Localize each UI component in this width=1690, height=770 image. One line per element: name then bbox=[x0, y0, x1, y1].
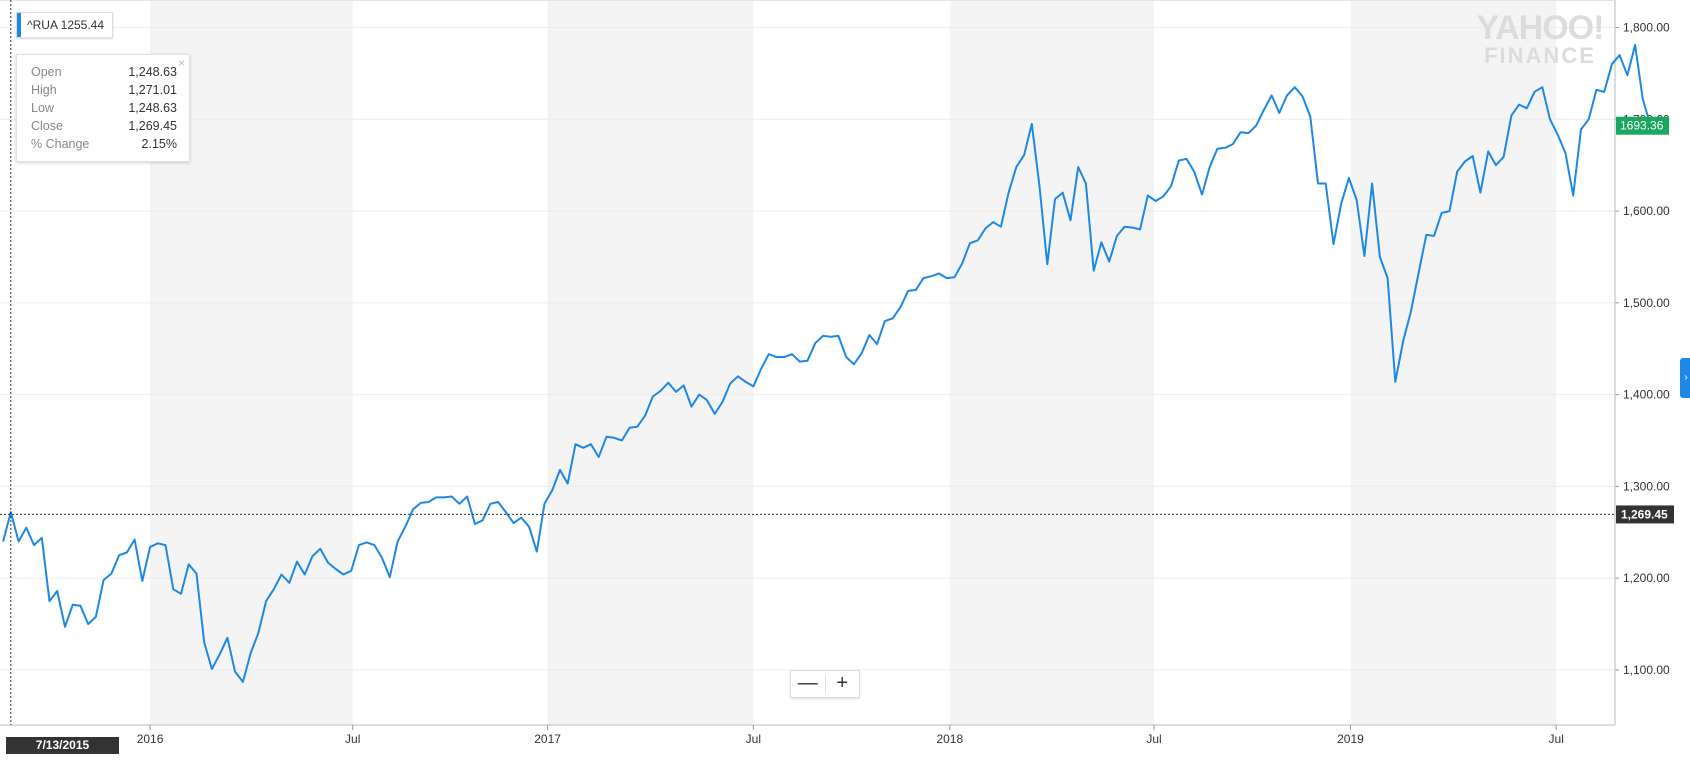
ohlc-tooltip: × Open 1,248.63 High 1,271.01 Low 1,248.63 … bbox=[16, 54, 190, 162]
ticker-label: ^RUA 1255.44 bbox=[16, 12, 114, 38]
y-tick-label: 1,400.00 bbox=[1623, 388, 1670, 402]
shaded-band bbox=[1350, 0, 1557, 725]
side-panel-toggle[interactable]: › bbox=[1680, 358, 1690, 398]
ohlc-row-high: High 1,271.01 bbox=[31, 83, 177, 97]
y-tick-label: 1,100.00 bbox=[1623, 663, 1670, 677]
x-tick-label: 2018 bbox=[936, 732, 963, 746]
y-tick-label: 1,200.00 bbox=[1623, 571, 1670, 585]
x-tick-label: Jul bbox=[1549, 732, 1564, 746]
ticker-value: 1255.44 bbox=[60, 18, 105, 32]
yahoo-finance-logo: YAHOO! FINANCE bbox=[1476, 9, 1605, 68]
y-tick-label: 1,800.00 bbox=[1623, 21, 1670, 35]
ohlc-row-low: Low 1,248.63 bbox=[31, 101, 177, 115]
shaded-band bbox=[547, 0, 754, 725]
ohlc-row-close: Close 1,269.45 bbox=[31, 119, 177, 133]
last-price-label: 1693.36 bbox=[1620, 119, 1664, 133]
price-line bbox=[2, 44, 1652, 683]
x-tick-label: 2017 bbox=[534, 732, 561, 746]
x-tick-label: Jul bbox=[746, 732, 761, 746]
x-tick-label: 2019 bbox=[1337, 732, 1364, 746]
y-tick-label: 1,300.00 bbox=[1623, 479, 1670, 493]
y-tick-label: 1,500.00 bbox=[1623, 296, 1670, 310]
zoom-controls: — + bbox=[790, 670, 860, 698]
zoom-out-button[interactable]: — bbox=[797, 672, 818, 694]
x-tick-label: Jul bbox=[1146, 732, 1161, 746]
ticker-symbol: ^RUA bbox=[27, 18, 58, 32]
ohlc-row-open: Open 1,248.63 bbox=[31, 65, 177, 79]
close-icon[interactable]: × bbox=[177, 56, 185, 70]
shaded-band bbox=[949, 0, 1155, 725]
zoom-divider bbox=[824, 675, 826, 693]
crosshair-value-label: 1,269.45 bbox=[1621, 507, 1668, 521]
crosshair-value-badge bbox=[1616, 505, 1674, 524]
y-tick-label: 1,600.00 bbox=[1623, 204, 1670, 218]
last-price-badge bbox=[1616, 116, 1669, 135]
crosshair-date-badge: 7/13/2015 bbox=[6, 737, 119, 754]
series-color-marker bbox=[17, 13, 21, 37]
ohlc-row-change: % Change 2.15% bbox=[31, 137, 177, 151]
x-tick-label: 2016 bbox=[137, 732, 164, 746]
zoom-in-button[interactable]: + bbox=[836, 672, 849, 694]
x-tick-label: Jul bbox=[345, 732, 360, 746]
chevron-right-icon: › bbox=[1684, 372, 1688, 383]
